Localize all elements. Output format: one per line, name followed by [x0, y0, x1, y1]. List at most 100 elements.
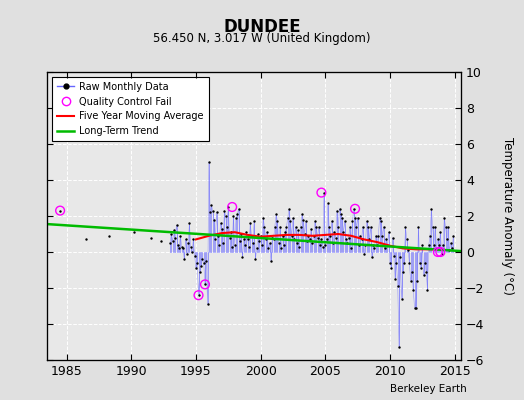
Point — [388, 234, 397, 241]
Point — [253, 245, 261, 252]
Point — [193, 260, 201, 266]
Point — [321, 242, 330, 248]
Point — [267, 258, 275, 264]
Point — [292, 240, 301, 246]
Point — [224, 204, 233, 210]
Point — [255, 238, 264, 244]
Point — [302, 218, 310, 225]
Point — [233, 211, 242, 218]
Point — [105, 233, 114, 239]
Point — [352, 224, 361, 230]
Point — [270, 224, 279, 230]
Point — [291, 224, 300, 230]
Point — [343, 240, 352, 246]
Point — [443, 236, 451, 242]
Point — [410, 305, 419, 311]
Point — [237, 231, 245, 237]
Point — [324, 200, 332, 206]
Point — [181, 236, 190, 242]
Point — [195, 269, 204, 275]
Point — [254, 231, 262, 237]
Point — [354, 214, 362, 221]
Point — [285, 206, 293, 212]
Point — [283, 214, 292, 221]
Point — [332, 234, 340, 241]
Point — [350, 206, 358, 212]
Point — [286, 218, 294, 225]
Point — [418, 242, 427, 248]
Point — [205, 159, 213, 165]
Point — [382, 236, 390, 242]
Point — [404, 247, 412, 254]
Point — [351, 214, 359, 221]
Point — [282, 224, 291, 230]
Point — [322, 236, 331, 242]
Point — [395, 344, 403, 350]
Point — [319, 243, 327, 250]
Point — [244, 236, 252, 242]
Point — [408, 269, 416, 275]
Point — [436, 229, 445, 235]
Point — [56, 207, 64, 214]
Point — [214, 233, 222, 239]
Legend: Raw Monthly Data, Quality Control Fail, Five Year Moving Average, Long-Term Tren: Raw Monthly Data, Quality Control Fail, … — [52, 77, 209, 141]
Point — [234, 206, 243, 212]
Point — [421, 260, 429, 266]
Point — [379, 224, 388, 230]
Point — [329, 240, 337, 246]
Point — [249, 240, 257, 246]
Point — [419, 272, 428, 278]
Point — [250, 218, 258, 225]
Point — [351, 206, 359, 212]
Point — [400, 260, 408, 266]
Point — [256, 233, 265, 239]
Point — [299, 216, 308, 223]
Point — [172, 222, 181, 228]
Point — [184, 240, 192, 246]
Point — [364, 224, 372, 230]
Point — [202, 258, 211, 264]
Point — [434, 236, 442, 242]
Point — [129, 229, 138, 235]
Point — [166, 240, 174, 246]
Point — [232, 214, 240, 221]
Point — [280, 242, 288, 248]
Point — [434, 249, 442, 255]
Point — [231, 242, 239, 248]
Point — [378, 233, 386, 239]
Point — [241, 242, 249, 248]
Point — [422, 269, 430, 275]
Point — [341, 218, 349, 225]
Point — [383, 242, 391, 248]
Point — [372, 233, 380, 239]
Point — [307, 225, 315, 232]
Point — [424, 242, 433, 248]
Point — [430, 242, 438, 248]
Point — [228, 243, 236, 250]
Point — [361, 242, 369, 248]
Point — [311, 218, 319, 225]
Point — [297, 224, 305, 230]
Point — [171, 234, 179, 241]
Point — [334, 224, 342, 230]
Point — [369, 242, 377, 248]
Point — [320, 189, 328, 196]
Point — [278, 233, 287, 239]
Point — [56, 207, 64, 214]
Point — [201, 281, 209, 288]
Point — [412, 305, 420, 311]
Point — [417, 265, 425, 271]
Point — [194, 292, 203, 298]
Point — [440, 214, 449, 221]
Point — [310, 233, 318, 239]
Point — [439, 242, 447, 248]
Point — [211, 236, 220, 242]
Point — [336, 211, 345, 218]
Point — [446, 240, 455, 246]
Point — [247, 233, 256, 239]
Point — [360, 250, 368, 257]
Point — [449, 233, 457, 239]
Point — [281, 229, 289, 235]
Point — [236, 238, 244, 244]
Point — [298, 211, 306, 218]
